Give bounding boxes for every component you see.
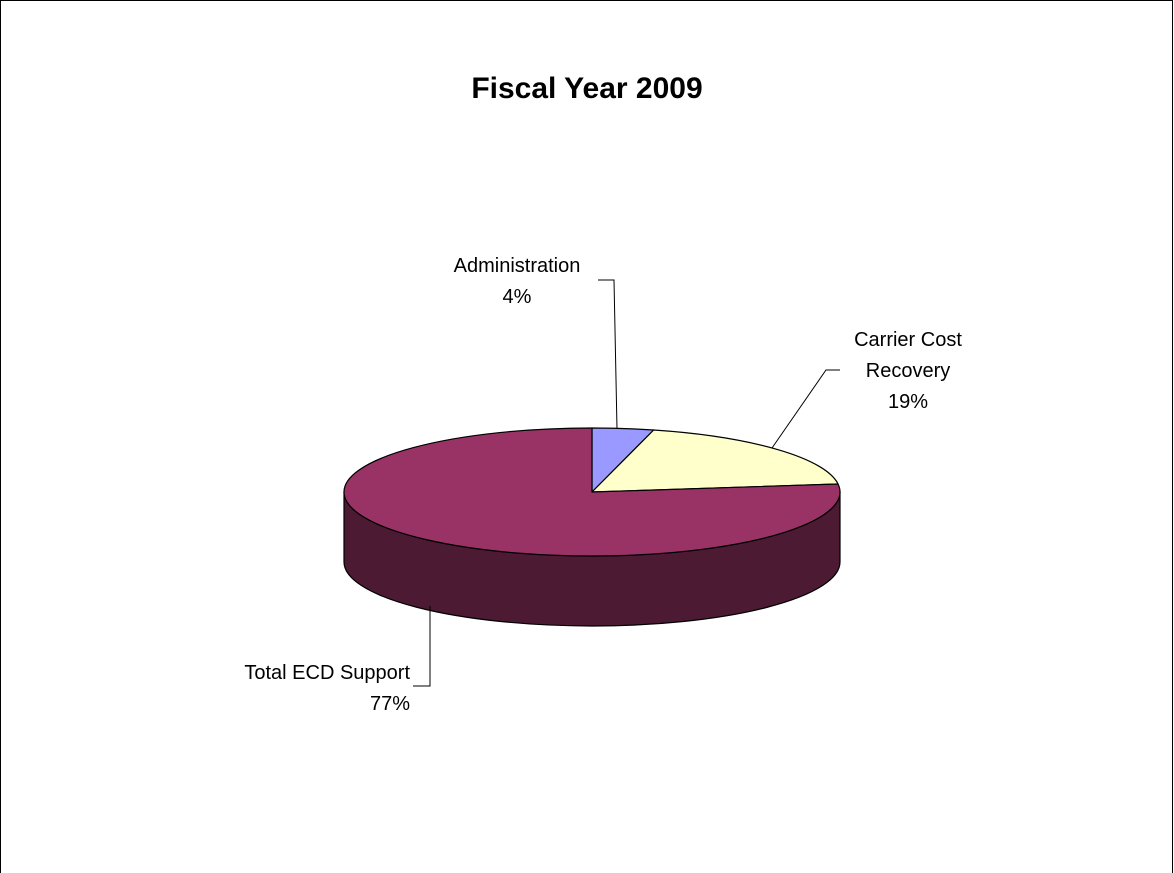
slice-label-administration: Administration xyxy=(454,255,581,277)
leader-line-carrier-cost-recovery xyxy=(771,369,840,449)
chart-title: Fiscal Year 2009 xyxy=(471,72,703,105)
slice-percent-administration: 4% xyxy=(503,286,532,308)
slice-label-carrier-cost-recovery-line-1: Carrier Cost xyxy=(854,329,962,351)
slice-percent-carrier-cost-recovery: 19% xyxy=(888,391,928,413)
slice-label-total-ecd-support: Total ECD Support xyxy=(244,662,410,684)
slice-percent-total-ecd-support: 77% xyxy=(370,693,410,715)
leader-line-administration xyxy=(598,279,618,430)
pie-slice-carrier-cost-recovery xyxy=(591,429,839,493)
leader-line-total-ecd-support xyxy=(413,606,431,687)
slice-label-carrier-cost-recovery-line-2: Recovery xyxy=(866,360,950,382)
pie-slice-total-ecd-support xyxy=(343,427,841,557)
